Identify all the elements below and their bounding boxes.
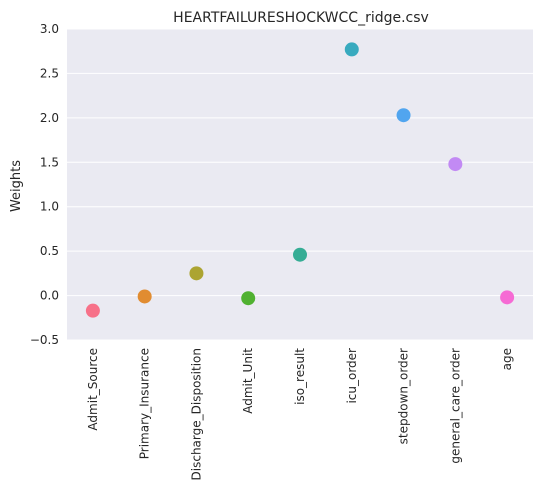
data-point <box>85 303 100 318</box>
x-tick-label: general_care_order <box>448 348 462 464</box>
y-tick-label: 1.0 <box>40 200 59 214</box>
data-points <box>85 42 515 318</box>
x-tick-label: stepdown_order <box>397 348 411 444</box>
data-point <box>396 108 411 123</box>
y-axis-ticks: −0.5 0.0 0.5 1.0 1.5 2.0 2.5 3.0 <box>30 22 59 347</box>
x-tick-label: icu_order <box>345 348 359 404</box>
y-tick-label: 3.0 <box>40 22 59 36</box>
y-axis-label: Weights <box>9 160 24 212</box>
x-tick-label: age <box>500 348 514 370</box>
data-point <box>189 266 204 281</box>
x-tick-label: Admit_Source <box>86 348 100 431</box>
y-tick-label: 2.0 <box>40 111 59 125</box>
data-point <box>137 289 152 304</box>
data-point <box>500 290 515 305</box>
y-tick-label: −0.5 <box>30 333 59 347</box>
data-point <box>344 42 359 57</box>
x-tick-label: Admit_Unit <box>241 348 255 414</box>
y-tick-label: 2.5 <box>40 66 59 80</box>
data-point <box>241 291 256 306</box>
x-axis-ticks: Admit_Source Primary_Insurance Discharge_D… <box>86 348 514 481</box>
x-tick-label: iso_result <box>293 348 307 405</box>
x-tick-label: Discharge_Disposition <box>189 348 203 480</box>
data-point <box>293 247 307 262</box>
y-tick-label: 0.0 <box>40 289 59 303</box>
data-point <box>448 157 463 172</box>
x-tick-label: Primary_Insurance <box>138 348 152 459</box>
y-tick-label: 1.5 <box>40 155 59 169</box>
plot-area <box>67 29 533 340</box>
y-tick-label: 0.5 <box>40 244 59 258</box>
chart-title: HEARTFAILURESHOCKWCC_ridge.csv <box>173 10 429 26</box>
